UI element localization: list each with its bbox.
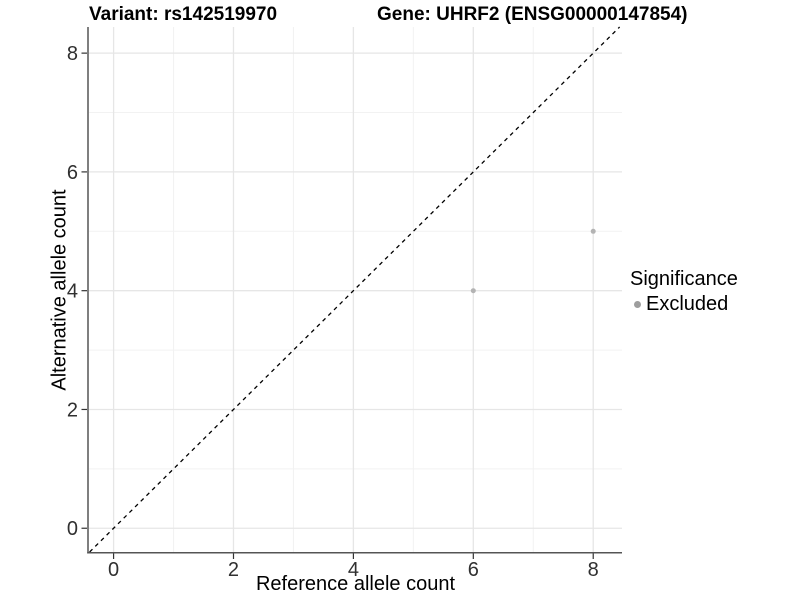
identity-reference-line: [89, 26, 621, 553]
y-tick-label: 6: [67, 162, 78, 184]
y-axis-title: Alternative allele count: [48, 189, 71, 391]
legend-item-label: Excluded: [646, 293, 729, 315]
y-tick-label: 4: [67, 281, 78, 303]
x-axis-title: Reference allele count: [255, 573, 455, 595]
plot-title-variant: Variant: rs142519970: [89, 4, 278, 25]
legend-title: Significance: [630, 268, 738, 290]
x-tick-label: 2: [228, 559, 239, 581]
y-tick-label: 2: [67, 399, 78, 421]
x-tick-label: 4: [348, 559, 359, 581]
data-point: [590, 228, 596, 234]
y-tick-label: 8: [67, 43, 78, 65]
x-tick-label: 0: [108, 559, 119, 581]
plot-title-gene: Gene: UHRF2 (ENSG00000147854): [377, 4, 688, 25]
legend: Significance Excluded: [630, 268, 738, 316]
x-tick-label: 6: [468, 559, 479, 581]
legend-key-dot-icon: [634, 301, 641, 308]
x-tick-label: 8: [588, 559, 599, 581]
y-tick-label: 0: [67, 518, 78, 540]
data-point: [470, 288, 476, 294]
legend-item-excluded: Excluded: [630, 293, 738, 316]
